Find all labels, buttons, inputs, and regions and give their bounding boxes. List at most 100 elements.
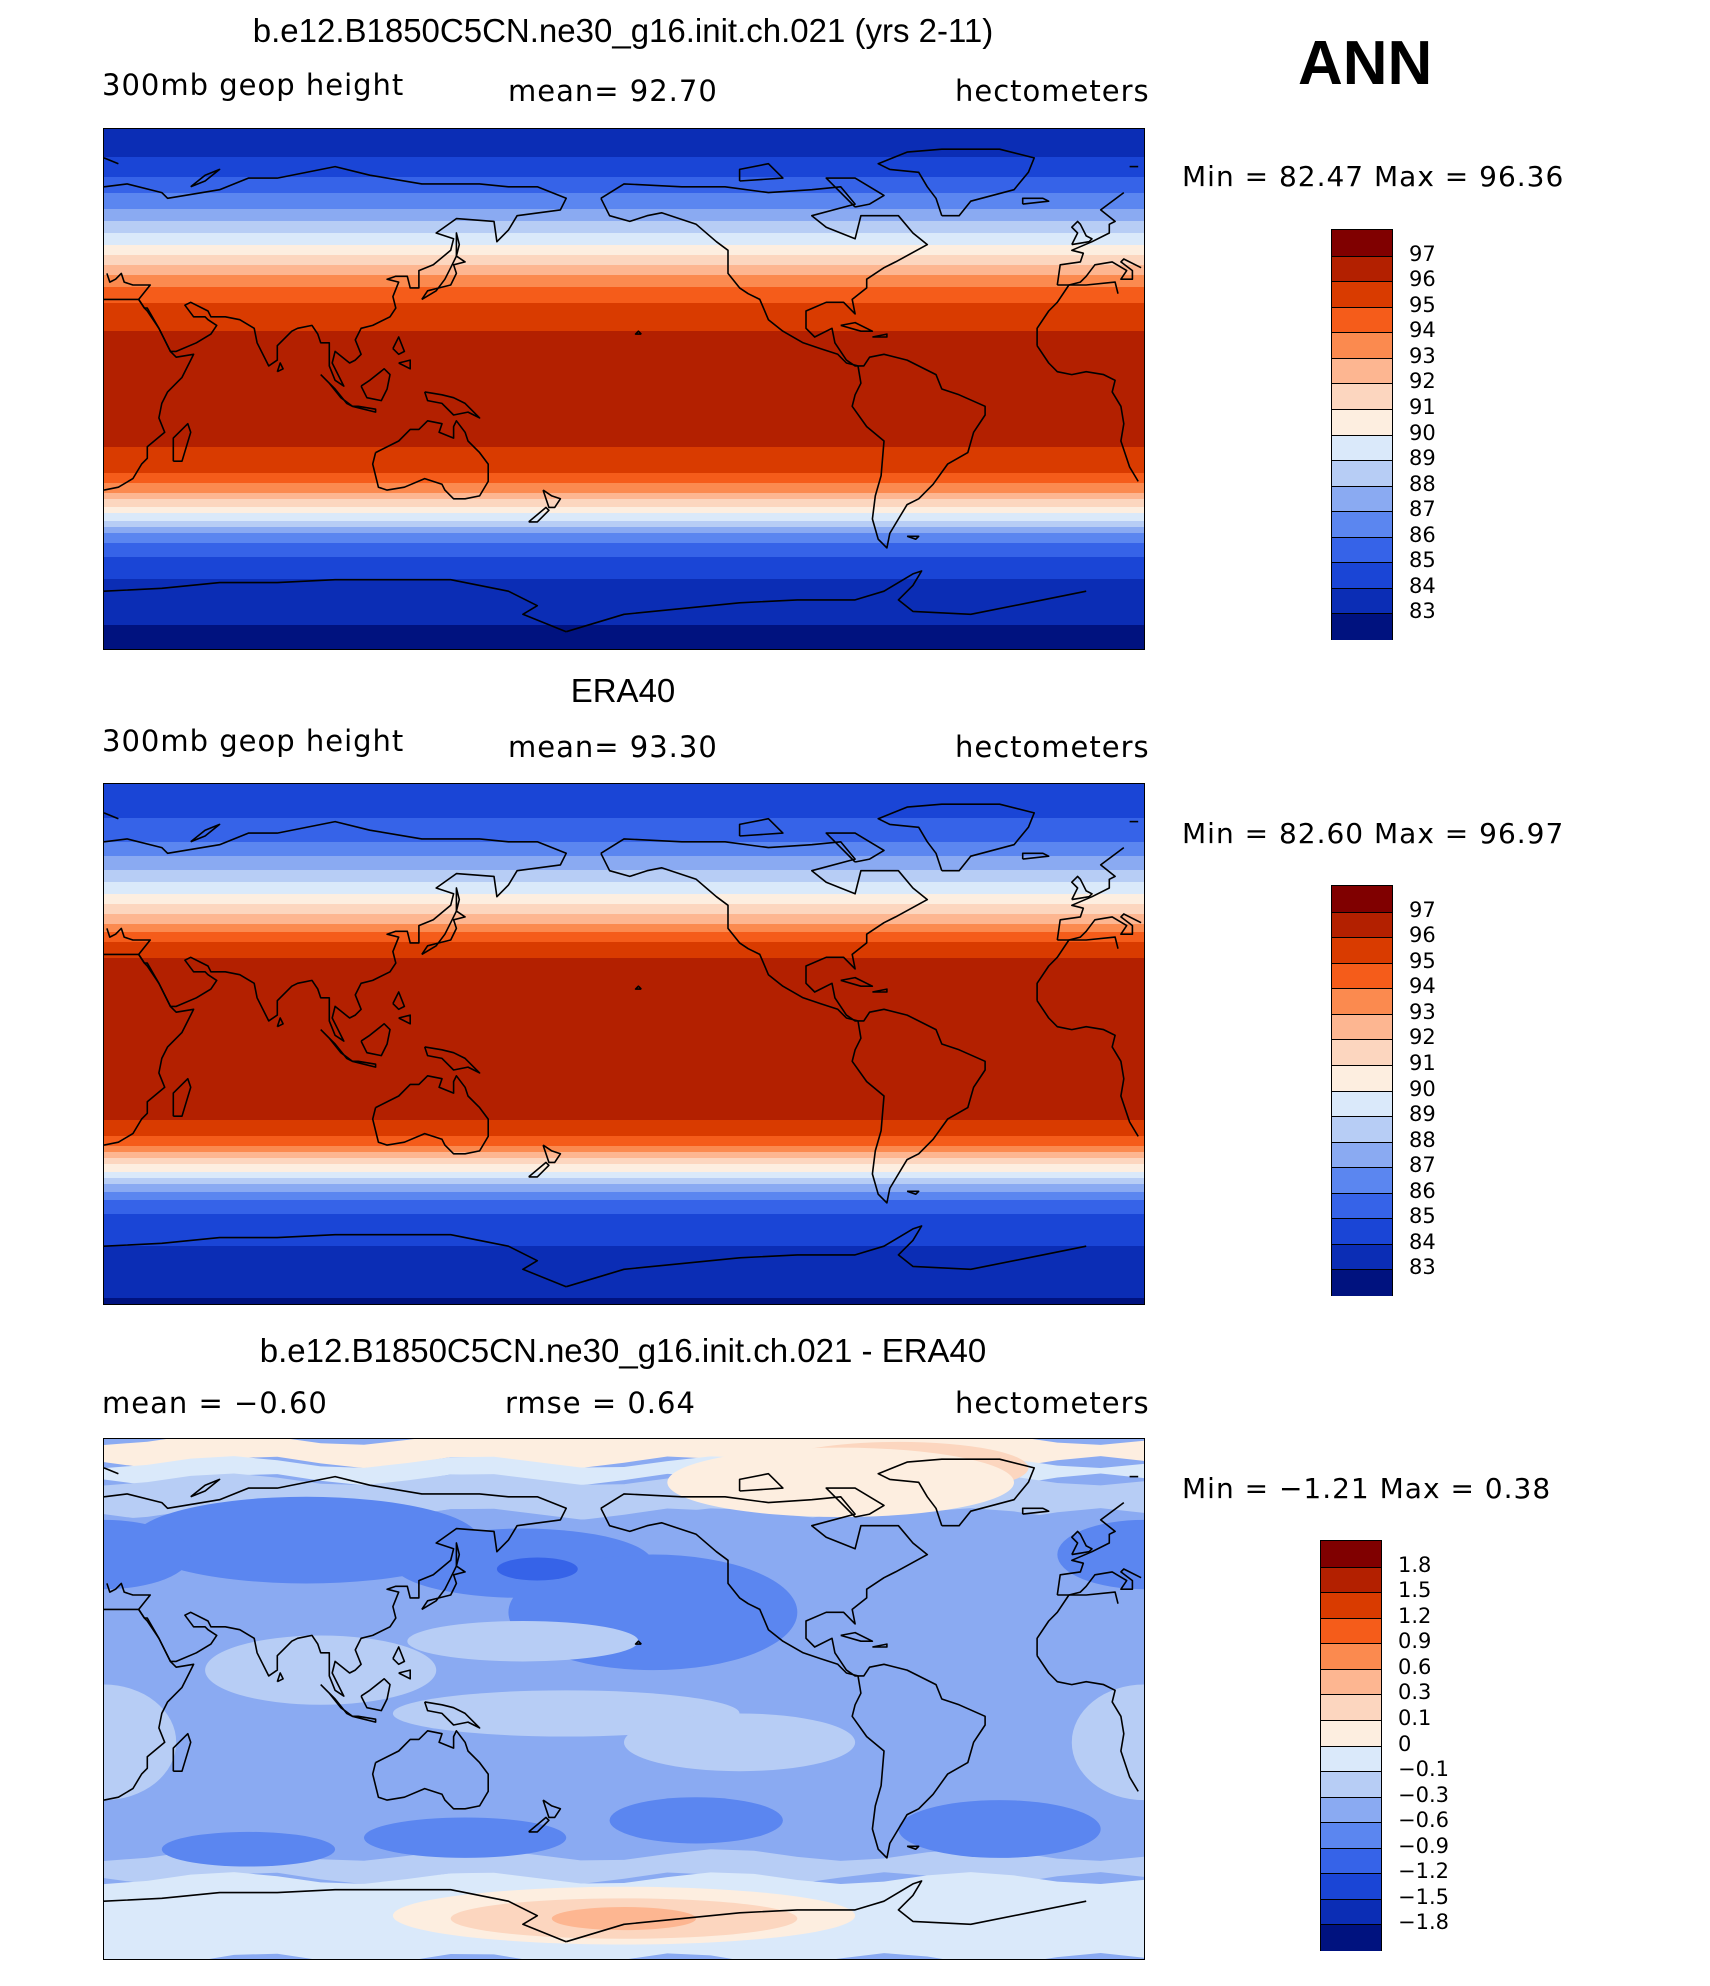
coastline (421, 255, 466, 301)
contour-band (104, 231, 1144, 234)
contour-band (104, 525, 1144, 528)
coastline (398, 1669, 412, 1680)
contour-band (104, 517, 1144, 520)
contour-band (104, 982, 1144, 985)
contour-band (104, 1264, 1144, 1267)
contour-band (104, 407, 1144, 410)
coastline (738, 817, 784, 837)
contour-band (104, 966, 1144, 969)
contour-band (104, 471, 1144, 474)
contour-band (104, 1254, 1144, 1257)
contour-band (104, 319, 1144, 322)
coastline (542, 1144, 562, 1164)
contour-band (104, 1174, 1144, 1177)
coastline (600, 1493, 986, 1859)
contour-band (104, 523, 1144, 526)
contour-band (104, 469, 1144, 472)
contour-band (104, 854, 1144, 857)
coastline (634, 1640, 642, 1645)
contour-band (104, 856, 1144, 859)
contour-band (104, 820, 1144, 823)
contour-band (104, 920, 1144, 923)
contour-band (104, 1849, 1144, 1885)
contour-band (104, 463, 1144, 466)
contour-band (104, 1078, 1144, 1081)
contour-band (104, 175, 1144, 178)
colorbar-box (1332, 332, 1392, 359)
contour-band (104, 1042, 1144, 1045)
contour-band (104, 401, 1144, 404)
contour-band (104, 1298, 1144, 1301)
contour-band (104, 1038, 1144, 1041)
contour-band (104, 479, 1144, 482)
colorbar-tick-label: 0.1 (1398, 1705, 1432, 1730)
contour-band (104, 922, 1144, 925)
contour-band (104, 846, 1144, 849)
contour-band (104, 487, 1144, 490)
coastline (371, 1729, 490, 1810)
contour-band (104, 1002, 1144, 1005)
contour-band (104, 537, 1144, 540)
contour-band (104, 1062, 1144, 1065)
contour-band (104, 133, 1144, 136)
contour-band (104, 361, 1144, 364)
contour-band (104, 601, 1144, 604)
contour-band (104, 171, 1144, 174)
contour-band (104, 579, 1144, 582)
contour-band (104, 473, 1144, 476)
contour-band (104, 355, 1144, 358)
contour-band (104, 221, 1144, 224)
contour-band (104, 916, 1144, 919)
contour-band (104, 1036, 1144, 1039)
contour-band (104, 900, 1144, 903)
colorbar-tick-label: −0.1 (1398, 1757, 1449, 1782)
panel1-right-label: hectometers (955, 74, 1150, 108)
contour-band (104, 159, 1144, 162)
contour-band (104, 1160, 1144, 1163)
contour-band (104, 1068, 1144, 1071)
contour-band (104, 1202, 1144, 1205)
colorbar-box (1321, 1745, 1381, 1773)
contour-band (104, 569, 1144, 572)
contour-band (104, 1118, 1144, 1121)
contour-band (104, 932, 1144, 935)
coastline (421, 910, 466, 956)
coastline (352, 405, 377, 413)
contour-band (104, 1056, 1144, 1059)
contour-band (104, 493, 1144, 496)
contour-band (104, 445, 1144, 448)
contour-band (104, 1020, 1144, 1023)
contour-band (104, 976, 1144, 979)
coastline (104, 157, 119, 165)
contour-band (104, 647, 1144, 649)
contour-band (104, 984, 1144, 987)
contour-band (104, 179, 1144, 182)
contour-band (104, 1166, 1144, 1169)
contour-band (104, 1230, 1144, 1233)
panel3-left-label: mean = −0.60 (102, 1386, 328, 1420)
contour-band (104, 810, 1144, 813)
contour-band (104, 870, 1144, 873)
contour-band (104, 902, 1144, 905)
contour-band (104, 1214, 1144, 1217)
contour-band (104, 1044, 1144, 1047)
contour-band (104, 347, 1144, 350)
contour-band (104, 615, 1144, 618)
contour-band (104, 603, 1144, 606)
contour-region (161, 1831, 336, 1867)
contour-band (104, 547, 1144, 550)
colorbar-box (1332, 1064, 1392, 1092)
colorbar-tick-label: 92 (1409, 369, 1436, 394)
colorbar-tick-label: 96 (1409, 267, 1436, 292)
colorbar-tick-label: 91 (1409, 1050, 1436, 1075)
coastline (190, 1478, 221, 1498)
contour-region (104, 1684, 177, 1801)
coastline (104, 1233, 567, 1288)
contour-band (104, 1140, 1144, 1143)
contour-band (104, 313, 1144, 316)
coastline (104, 820, 568, 1042)
colorbar-tick-label: 0.9 (1398, 1629, 1432, 1654)
contour-band (104, 1152, 1144, 1155)
contour-band (104, 1146, 1144, 1149)
contour-band (104, 373, 1144, 376)
